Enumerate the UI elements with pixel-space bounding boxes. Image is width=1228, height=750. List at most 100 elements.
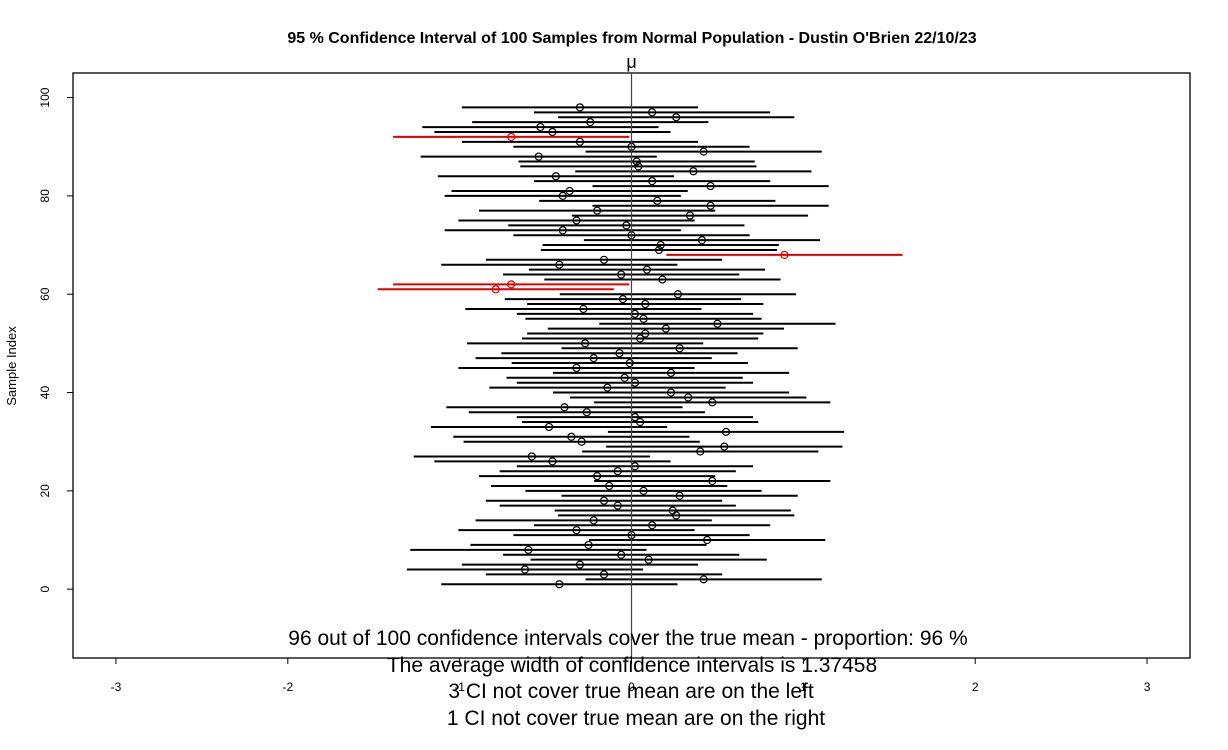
sample-mean-point <box>581 339 590 348</box>
sample-mean-point <box>599 496 609 505</box>
sample-mean-point <box>668 506 677 515</box>
sample-mean-point <box>653 196 662 205</box>
sample-mean-point <box>527 452 536 461</box>
sample-mean-point <box>641 299 650 309</box>
sample-mean-point <box>536 122 545 132</box>
sample-mean-point <box>575 103 585 112</box>
sample-mean-point <box>524 545 533 554</box>
sample-mean-point <box>644 555 653 564</box>
sample-mean-point <box>648 108 657 117</box>
sample-mean-point <box>703 535 712 545</box>
y-tick-label: 0 <box>38 586 52 593</box>
sample-mean-point <box>642 265 652 274</box>
sample-mean-point <box>555 260 564 269</box>
sample-mean-point <box>603 383 612 392</box>
y-tick-label: 20 <box>38 484 52 498</box>
sample-mean-point <box>617 270 626 279</box>
x-tick-label: 2 <box>972 680 979 694</box>
true-mean-label: μ <box>626 52 636 72</box>
sample-mean-point <box>618 295 628 304</box>
sample-mean-point <box>575 137 585 146</box>
y-axis-label: Sample Index <box>4 326 19 406</box>
x-tick-label: -1 <box>454 680 465 694</box>
sample-mean-point <box>696 447 705 456</box>
sample-mean-point <box>661 324 670 333</box>
y-axis: 0 20 40 60 80 100 <box>38 87 73 593</box>
sample-mean-point <box>685 211 695 220</box>
summary-text: 96 out of 100 confidence intervals cover… <box>288 627 967 730</box>
sample-mean-point <box>672 113 681 122</box>
sample-mean-point <box>575 560 585 569</box>
sample-mean-point <box>708 398 717 407</box>
sample-mean-point <box>658 275 667 284</box>
x-tick-label: -2 <box>282 680 293 694</box>
sample-mean-point <box>572 526 581 535</box>
mean-line-group: μ <box>626 52 637 658</box>
sample-mean-point <box>572 216 581 225</box>
summary-line-4: 1 CI not cover true mean are on the righ… <box>447 707 825 730</box>
sample-mean-point <box>675 344 684 353</box>
sample-mean-point <box>720 442 729 451</box>
sample-mean-point <box>605 481 614 491</box>
sample-mean-point <box>589 354 598 363</box>
sample-mean-point <box>584 540 593 550</box>
sample-mean-point <box>491 285 500 294</box>
x-tick-label: 0 <box>628 680 635 694</box>
x-tick-label: 1 <box>800 680 807 694</box>
sample-mean-point <box>654 245 664 255</box>
sample-mean-point <box>593 206 602 215</box>
sample-mean-point <box>555 580 564 589</box>
sample-mean-point <box>780 250 789 259</box>
sample-mean-point <box>520 565 530 574</box>
sample-mean-point <box>708 476 717 486</box>
sample-mean-point <box>675 491 684 500</box>
sample-mean-point <box>721 427 731 436</box>
sample-mean-point <box>567 432 576 441</box>
sample-mean-point <box>599 570 609 579</box>
sample-mean-point <box>713 319 722 328</box>
sample-mean-point <box>613 467 622 476</box>
sample-mean-point <box>635 417 645 427</box>
sample-mean-point <box>548 127 557 137</box>
sample-mean-point <box>699 147 708 156</box>
sample-mean-point <box>548 457 557 466</box>
sample-mean-point <box>613 501 622 510</box>
sample-mean-point <box>622 221 631 230</box>
sample-mean-point <box>632 157 641 166</box>
sample-mean-point <box>706 181 715 191</box>
sample-mean-point <box>577 437 586 446</box>
sample-mean-point <box>684 393 693 402</box>
sample-mean-point <box>639 314 648 323</box>
sample-mean-point <box>565 186 574 196</box>
sample-mean-point <box>586 118 595 127</box>
sample-mean-point <box>593 472 602 481</box>
sample-mean-point <box>641 329 650 338</box>
sample-mean-point <box>589 516 598 525</box>
chart-title: 95 % Confidence Interval of 100 Samples … <box>287 30 976 47</box>
sample-mean-point <box>558 226 567 235</box>
sample-mean-point <box>507 132 516 142</box>
sample-mean-point <box>572 363 581 373</box>
sample-mean-point <box>625 358 634 368</box>
sample-mean-point <box>639 486 648 495</box>
sample-mean-point <box>617 550 626 559</box>
summary-line-3: 3 CI not cover true mean are on the left <box>448 680 814 703</box>
x-tick-label: 3 <box>1144 680 1151 694</box>
y-tick-label: 80 <box>38 189 52 203</box>
sample-mean-point <box>666 368 676 377</box>
sample-mean-point <box>558 191 567 200</box>
sample-mean-point <box>648 177 657 186</box>
sample-mean-point <box>582 408 591 417</box>
sample-mean-point <box>656 240 665 250</box>
sample-mean-point <box>666 388 676 397</box>
sample-mean-point <box>620 373 629 382</box>
y-tick-label: 40 <box>38 386 52 400</box>
sample-mean-point <box>560 403 569 412</box>
sample-mean-point <box>697 236 707 245</box>
summary-line-1: 96 out of 100 confidence intervals cover… <box>288 627 967 650</box>
x-axis: -3 -2 -1 0 1 2 3 <box>111 658 1151 694</box>
sample-mean-point <box>551 172 560 181</box>
sample-mean-point <box>599 255 609 264</box>
sample-mean-point <box>706 201 715 210</box>
